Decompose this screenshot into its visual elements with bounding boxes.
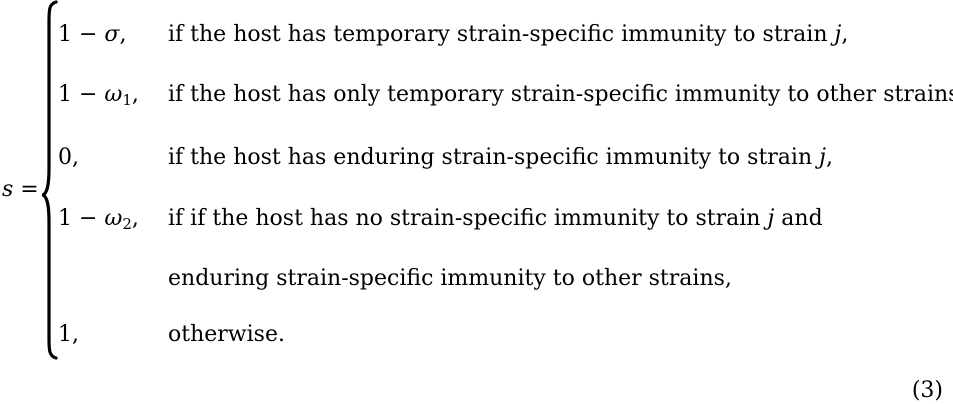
case-condition: if if the host has no strain-specific im… bbox=[168, 206, 823, 231]
left-brace bbox=[42, 0, 58, 360]
case-value: 0, bbox=[58, 145, 79, 170]
case-condition: otherwise. bbox=[168, 322, 285, 347]
case-condition: if the host has temporary strain-specifi… bbox=[168, 22, 849, 47]
equation-lhs: s = bbox=[2, 177, 39, 203]
case-value: 1 − ω2, bbox=[58, 206, 139, 233]
equation-number: (3) bbox=[911, 378, 943, 403]
case-value: 1 − ω1, bbox=[58, 82, 139, 109]
case-value: 1 − σ, bbox=[58, 22, 127, 47]
case-condition-continuation: enduring strain-specific immunity to oth… bbox=[168, 266, 732, 291]
lhs-variable: s bbox=[2, 177, 14, 202]
case-condition: if the host has only temporary strain-sp… bbox=[168, 82, 953, 107]
case-value: 1, bbox=[58, 322, 79, 347]
equals-sign: = bbox=[13, 177, 39, 202]
case-condition: if the host has enduring strain-specific… bbox=[168, 145, 833, 170]
